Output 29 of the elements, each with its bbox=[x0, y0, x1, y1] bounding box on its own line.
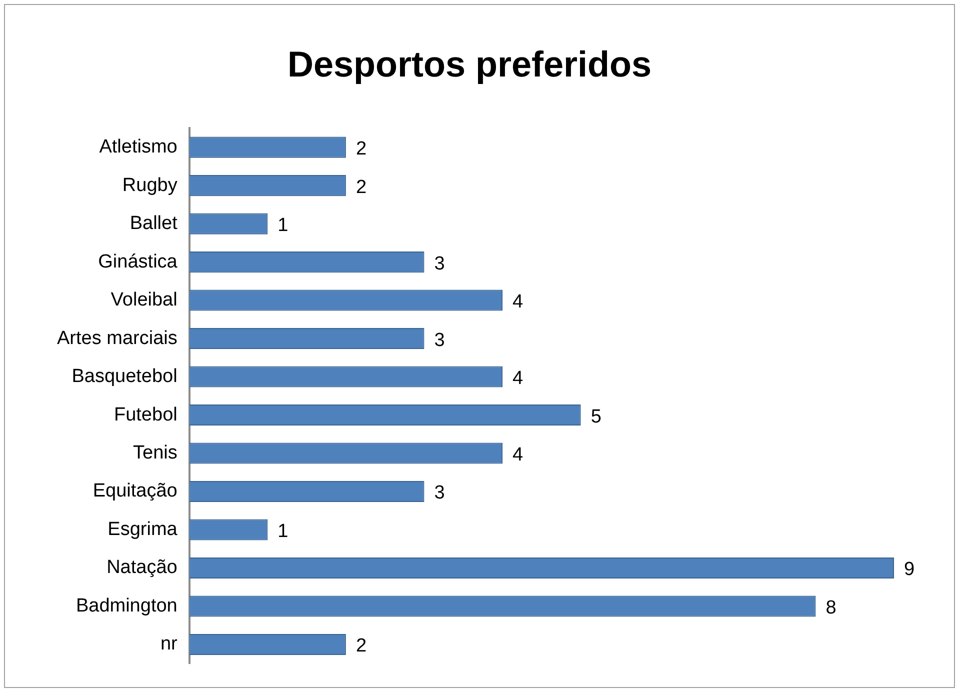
y-tick-label: Voleibal bbox=[110, 290, 178, 311]
data-label: 2 bbox=[356, 636, 367, 657]
data-label: 4 bbox=[512, 368, 524, 390]
data-label: 4 bbox=[512, 444, 524, 466]
data-label: 2 bbox=[356, 138, 367, 160]
data-label: 3 bbox=[434, 253, 445, 274]
data-label: 1 bbox=[278, 215, 288, 236]
y-tick-label: Artes marciais bbox=[56, 328, 178, 349]
y-tick-label: nr bbox=[160, 634, 178, 655]
y-tick-label: Rugby bbox=[122, 174, 178, 196]
data-label: 9 bbox=[904, 559, 915, 580]
data-label: 4 bbox=[512, 292, 524, 313]
y-tick-label: Esgrima bbox=[108, 518, 178, 540]
y-tick-label: Basquetebol bbox=[72, 366, 178, 388]
y-tick-label: Natação bbox=[106, 557, 178, 578]
data-label: 3 bbox=[434, 482, 445, 504]
data-label: 5 bbox=[590, 406, 602, 428]
data-label: 2 bbox=[356, 176, 367, 198]
data-label: 8 bbox=[826, 597, 836, 618]
data-label: 1 bbox=[278, 520, 288, 542]
y-tick-label: Tenis bbox=[132, 442, 178, 464]
y-tick-label: Atletismo bbox=[99, 136, 178, 158]
y-tick-label: Ginástica bbox=[98, 251, 178, 272]
y-tick-label: Equitação bbox=[92, 480, 178, 502]
chart-title: Desportos preferidos bbox=[287, 44, 652, 85]
y-tick-label: Futebol bbox=[114, 404, 178, 426]
y-tick-label: Ballet bbox=[130, 213, 178, 234]
y-tick-label: Badmington bbox=[76, 595, 178, 616]
data-label: 3 bbox=[434, 330, 445, 351]
